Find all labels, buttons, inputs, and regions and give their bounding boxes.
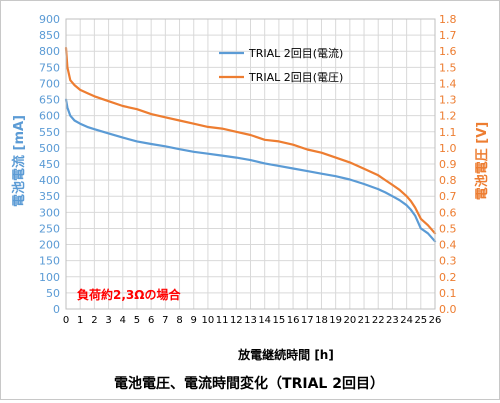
y-left-tick-label: 650 — [39, 94, 60, 107]
y-left-tick-label: 50 — [46, 287, 60, 300]
y-left-tick-label: 850 — [39, 29, 60, 42]
x-tick-label: 12 — [230, 315, 243, 326]
x-tick-label: 11 — [216, 315, 229, 326]
x-tick-label: 15 — [273, 315, 286, 326]
x-tick-label: 26 — [429, 315, 442, 326]
voltage-series-line — [64, 46, 437, 235]
y-right-tick-label: 0.5 — [439, 222, 457, 235]
legend-label-voltage: TRIAL 2回目(電圧) — [248, 71, 343, 84]
x-tick-label: 6 — [148, 315, 154, 326]
current-series-line — [64, 98, 437, 243]
y-right-tick-label: 0.9 — [439, 158, 457, 171]
y-right-tick-label: 0.4 — [439, 239, 457, 252]
x-tick-label: 5 — [134, 315, 140, 326]
x-tick-label: 14 — [258, 315, 271, 326]
x-tick-label: 4 — [120, 315, 126, 326]
y-right-tick-label: 1.2 — [439, 110, 457, 123]
x-tick-label: 8 — [176, 315, 182, 326]
plot-area — [65, 18, 436, 310]
y-right-tick-label: 1.4 — [439, 77, 457, 90]
y-axis-right-title: 電池電圧 [V] — [474, 122, 490, 200]
y-left-tick-label: 400 — [39, 174, 60, 187]
y-left-tick-label: 700 — [39, 77, 60, 90]
y-left-tick-label: 900 — [39, 13, 60, 26]
x-tick-label: 3 — [105, 315, 111, 326]
y-left-tick-label: 100 — [39, 271, 60, 284]
x-tick-label: 10 — [202, 315, 215, 326]
y-left-tick-label: 0 — [53, 303, 60, 316]
y-left-tick-label: 550 — [39, 126, 60, 139]
x-tick-label: 18 — [315, 315, 328, 326]
y-right-tick-label: 0.3 — [439, 255, 457, 268]
y-right-tick-label: 1.8 — [439, 13, 457, 26]
y-right-tick-label: 1.1 — [439, 126, 457, 139]
x-tick-label: 9 — [191, 315, 197, 326]
y-left-tick-label: 600 — [39, 110, 60, 123]
y-right-tick-label: 1.0 — [439, 142, 457, 155]
y-left-tick-label: 500 — [39, 142, 60, 155]
y-left-tick-label: 250 — [39, 222, 60, 235]
x-tick-label: 7 — [162, 315, 168, 326]
x-axis-title: 放電継続時間 [h] — [237, 347, 334, 362]
y-left-tick-label: 450 — [39, 158, 60, 171]
x-tick-label: 13 — [244, 315, 257, 326]
gridlines — [65, 18, 436, 310]
y-right-tick-label: 0.8 — [439, 174, 457, 187]
series-layer — [64, 46, 437, 243]
legend-label-current: TRIAL 2回目(電流) — [248, 46, 343, 60]
y-right-tick-label: 0.1 — [439, 287, 457, 300]
x-tick-label: 0 — [63, 315, 69, 326]
y-left-tick-label: 800 — [39, 45, 60, 58]
y-left-tick-label: 300 — [39, 206, 60, 219]
y-right-tick-label: 0.0 — [439, 303, 457, 316]
chart-title: 電池電圧、電流時間変化（TRIAL 2回目） — [114, 375, 384, 392]
x-tick-label: 25 — [414, 315, 427, 326]
y-left-tick-label: 200 — [39, 239, 60, 252]
x-tick-label: 17 — [301, 315, 314, 326]
y-right-tick-label: 0.2 — [439, 271, 457, 284]
x-tick-label: 2 — [91, 315, 97, 326]
y-left-tick-label: 750 — [39, 61, 60, 74]
axes — [65, 18, 436, 310]
y-axis-left-title: 電池電流 [mA] — [11, 115, 27, 207]
legend: TRIAL 2回目(電流) TRIAL 2回目(電圧) — [219, 46, 343, 84]
x-tick-label: 24 — [400, 315, 413, 326]
y-right-tick-label: 1.3 — [439, 94, 457, 107]
annotation-note: 負荷約2,3Ωの場合 — [77, 287, 181, 302]
y-right-tick-label: 1.6 — [439, 45, 457, 58]
y-right-tick-label: 0.7 — [439, 190, 457, 203]
x-tick-label: 22 — [372, 315, 385, 326]
x-tick-label: 19 — [329, 315, 342, 326]
x-tick-label: 1 — [77, 315, 83, 326]
y-left-tick-label: 150 — [39, 255, 60, 268]
x-tick-label: 23 — [386, 315, 399, 326]
x-tick-label: 16 — [287, 315, 300, 326]
y-right-tick-label: 0.6 — [439, 206, 457, 219]
y-left-tick-label: 350 — [39, 190, 60, 203]
x-tick-label: 21 — [358, 315, 371, 326]
y-right-tick-label: 1.5 — [439, 61, 457, 74]
y-right-tick-label: 1.7 — [439, 29, 457, 42]
x-tick-label: 20 — [343, 315, 356, 326]
